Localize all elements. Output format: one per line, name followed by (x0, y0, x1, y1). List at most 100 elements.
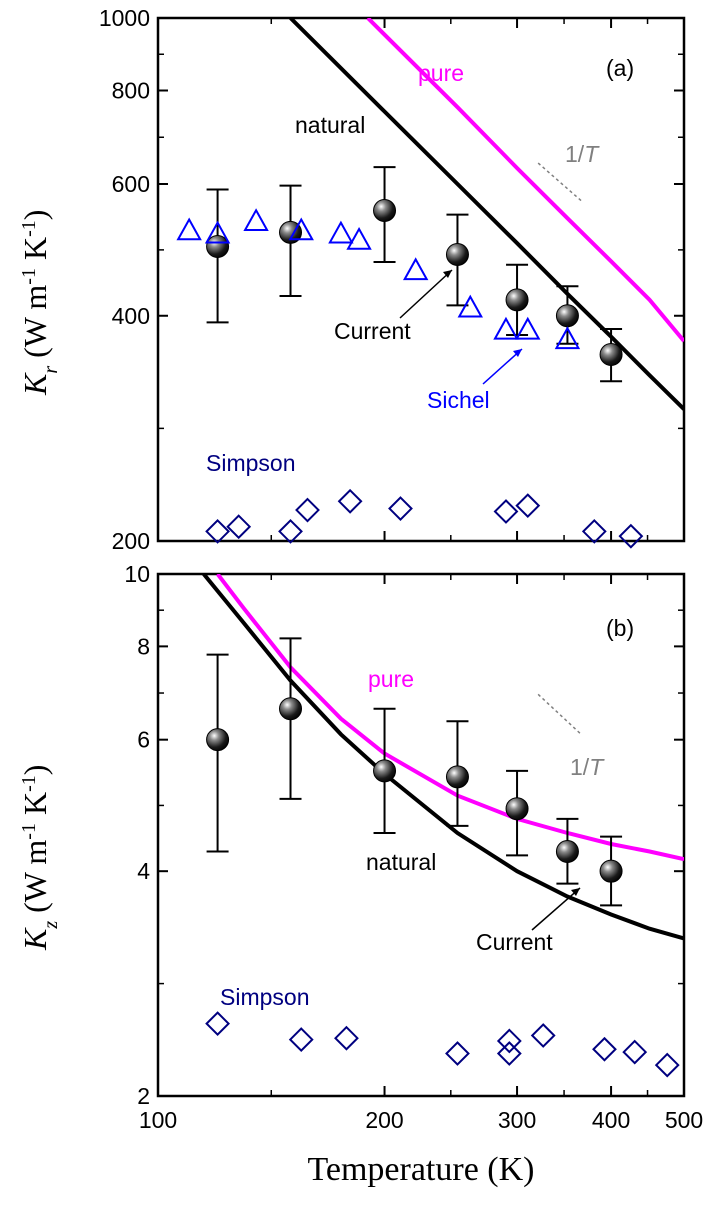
a-sichel-point (515, 316, 541, 340)
b-current-point (505, 797, 529, 821)
a-sichel-point (554, 326, 581, 350)
b-panel-label: (b) (606, 615, 634, 641)
x-tick-label: 400 (592, 1107, 630, 1133)
b-axis-ticks (157, 573, 685, 1097)
y-tick-label: 600 (112, 171, 150, 197)
b-current-point (206, 728, 230, 752)
a-current-point (555, 304, 579, 328)
a-simpson-point (515, 493, 541, 519)
a-current-point (505, 288, 529, 312)
b-current-point (445, 765, 469, 789)
a-current-point (373, 199, 397, 223)
a-sichel-point (328, 220, 354, 244)
a-current-arrow (399, 269, 453, 319)
b-inverse-t-num: 1/ (570, 754, 590, 780)
y-tick-label: 200 (112, 528, 150, 554)
a-sichel-point (402, 257, 429, 281)
a-sichel-point (493, 316, 519, 340)
a-curves (289, 18, 684, 411)
y-tick-label: 400 (112, 303, 150, 329)
b-simpson-point (622, 1039, 648, 1065)
a-current-point (206, 235, 230, 259)
y-tick-label: 8 (137, 633, 150, 659)
b-simpson-point (334, 1025, 359, 1051)
a-natural-curve (289, 18, 684, 411)
b-x-tick-labels: 100 200 300 400 500 (139, 1107, 703, 1133)
b-simpson-point (496, 1041, 522, 1066)
a-simpson-point (205, 518, 231, 544)
b-y-tick-labels: 2 4 6 8 10 (124, 561, 150, 1109)
a-sichel-arrow (482, 348, 523, 385)
plot-area-b (156, 572, 686, 1098)
b-markers (205, 637, 680, 1078)
a-sichel-point (243, 208, 269, 232)
a-y-tick-labels: 200 400 600 800 1000 (99, 5, 150, 554)
a-simpson-point (388, 496, 413, 521)
a-current-point (445, 242, 469, 266)
a-label-sichel: Sichel (427, 387, 490, 413)
a-simpson-point (493, 499, 519, 524)
a-label-pure: pure (418, 60, 464, 86)
a-sichel-point (176, 217, 202, 241)
a-panel-label: (a) (606, 55, 634, 81)
x-tick-label: 300 (498, 1107, 536, 1133)
b-current-arrowhead (571, 888, 580, 896)
a-sichel-point (346, 226, 372, 250)
a-axis-ticks (157, 17, 685, 542)
a-simpson-point (581, 518, 607, 544)
a-simpson-point (278, 518, 303, 544)
b-label-pure: pure (368, 666, 414, 692)
y-tick-label: 800 (112, 78, 150, 104)
panel-a: 200 400 600 800 1000 (a) pure natural Curren… (17, 5, 686, 554)
b-simpson-point (592, 1036, 617, 1062)
a-inverse-t-var: T (584, 141, 600, 167)
b-simpson-point (496, 1028, 522, 1054)
a-sichel-point (204, 220, 231, 244)
y-tick-label: 6 (137, 727, 150, 753)
b-label-inverse-t: 1/T (570, 754, 605, 780)
a-simpson-point (618, 523, 644, 549)
a-label-current: Current (334, 318, 411, 344)
b-natural-curve (202, 574, 684, 941)
y-tick-label: 4 (137, 858, 150, 884)
x-tick-label: 100 (139, 1107, 177, 1133)
b-simpson-point (205, 1011, 231, 1037)
b-current-point (279, 697, 303, 721)
a-y-axis-label: Kr (W m-1 K-1) (17, 210, 62, 396)
a-simpson-point (337, 488, 363, 514)
y-tick-label: 2 (137, 1083, 150, 1109)
b-simpson-point (445, 1041, 470, 1066)
a-current-point (599, 343, 623, 367)
x-tick-label: 200 (365, 1107, 403, 1133)
b-current-arrow (531, 887, 581, 931)
b-y-axis-label: Kz (W m-1 K-1) (17, 765, 62, 951)
b-label-simpson: Simpson (220, 984, 309, 1010)
a-markers (176, 162, 644, 549)
a-label-inverse-t: 1/T (565, 141, 600, 167)
a-sichel-point (288, 217, 314, 241)
y-tick-label: 1000 (99, 5, 150, 31)
a-label-simpson: Simpson (206, 450, 295, 476)
a-sichel-point (457, 294, 483, 318)
b-label-natural: natural (366, 849, 436, 875)
b-current-point (555, 840, 579, 864)
plot-area-a (156, 16, 686, 543)
b-simpson-point (288, 1027, 314, 1052)
b-current-point (599, 859, 623, 883)
b-simpson-point (530, 1023, 556, 1048)
b-current-point (373, 759, 397, 783)
a-simpson-point (295, 497, 320, 523)
b-inverse-t-var: T (589, 754, 605, 780)
a-inverse-t-num: 1/ (565, 141, 585, 167)
a-current-arrowhead (443, 270, 452, 278)
b-inverse-t-guide (537, 693, 582, 735)
x-tick-label: 500 (665, 1107, 703, 1133)
a-pure-curve (366, 18, 684, 343)
b-simpson-point (654, 1052, 680, 1078)
a-label-natural: natural (295, 112, 365, 138)
y-tick-label: 10 (124, 561, 150, 587)
a-sichel-arrowhead (513, 349, 522, 357)
b-label-current: Current (476, 929, 553, 955)
